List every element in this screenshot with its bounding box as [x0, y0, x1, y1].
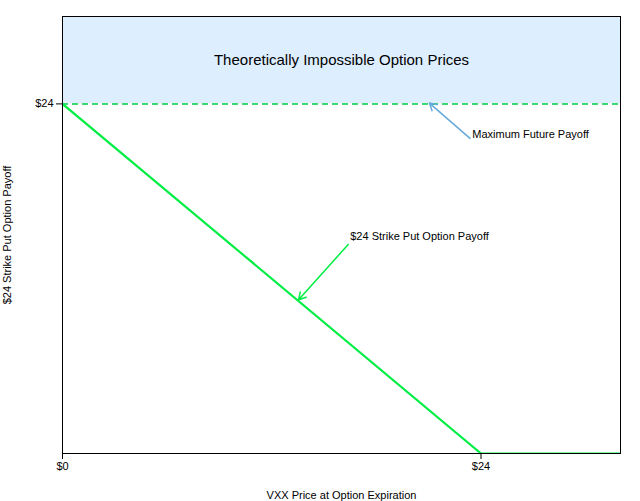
svg-text:Maximum Future Payoff: Maximum Future Payoff — [472, 128, 590, 140]
svg-text:$24: $24 — [472, 460, 490, 472]
svg-text:$0: $0 — [56, 460, 68, 472]
svg-text:VXX Price at Option Expiration: VXX Price at Option Expiration — [267, 489, 417, 501]
svg-text:Theoretically Impossible Optio: Theoretically Impossible Option Prices — [214, 51, 469, 68]
svg-text:$24 Strike Put Option Payoff: $24 Strike Put Option Payoff — [350, 230, 490, 242]
svg-text:$24: $24 — [35, 97, 53, 109]
svg-text:$24 Strike Put Option Payoff: $24 Strike Put Option Payoff — [1, 165, 13, 305]
